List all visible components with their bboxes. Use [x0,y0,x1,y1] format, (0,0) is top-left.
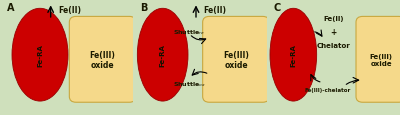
Text: Chelator: Chelator [316,43,350,49]
FancyBboxPatch shape [356,17,400,102]
Text: Fe-RA: Fe-RA [290,44,296,67]
Text: Fe(II): Fe(II) [323,15,344,21]
Text: A: A [7,3,14,13]
Text: Fe(III)
oxide: Fe(III) oxide [90,50,116,69]
Text: Fe(III)
oxide: Fe(III) oxide [370,53,393,66]
Text: B: B [140,3,147,13]
FancyBboxPatch shape [69,17,136,102]
Text: Fe(II): Fe(II) [58,6,81,15]
Text: Shuttle$_{ox}$: Shuttle$_{ox}$ [173,80,206,88]
Text: +: + [330,28,336,37]
Text: C: C [273,3,280,13]
Text: Fe(III)
oxide: Fe(III) oxide [223,50,249,69]
Text: Fe-RA: Fe-RA [160,44,166,67]
FancyBboxPatch shape [203,17,269,102]
Text: Fe-RA: Fe-RA [37,44,43,67]
Text: Shuttle$_{re}$: Shuttle$_{re}$ [173,28,206,37]
Ellipse shape [137,9,188,101]
Text: Fe(II): Fe(II) [203,6,226,15]
Ellipse shape [12,9,68,101]
Text: Fe(III)-chelator: Fe(III)-chelator [305,87,351,92]
Ellipse shape [270,9,317,101]
